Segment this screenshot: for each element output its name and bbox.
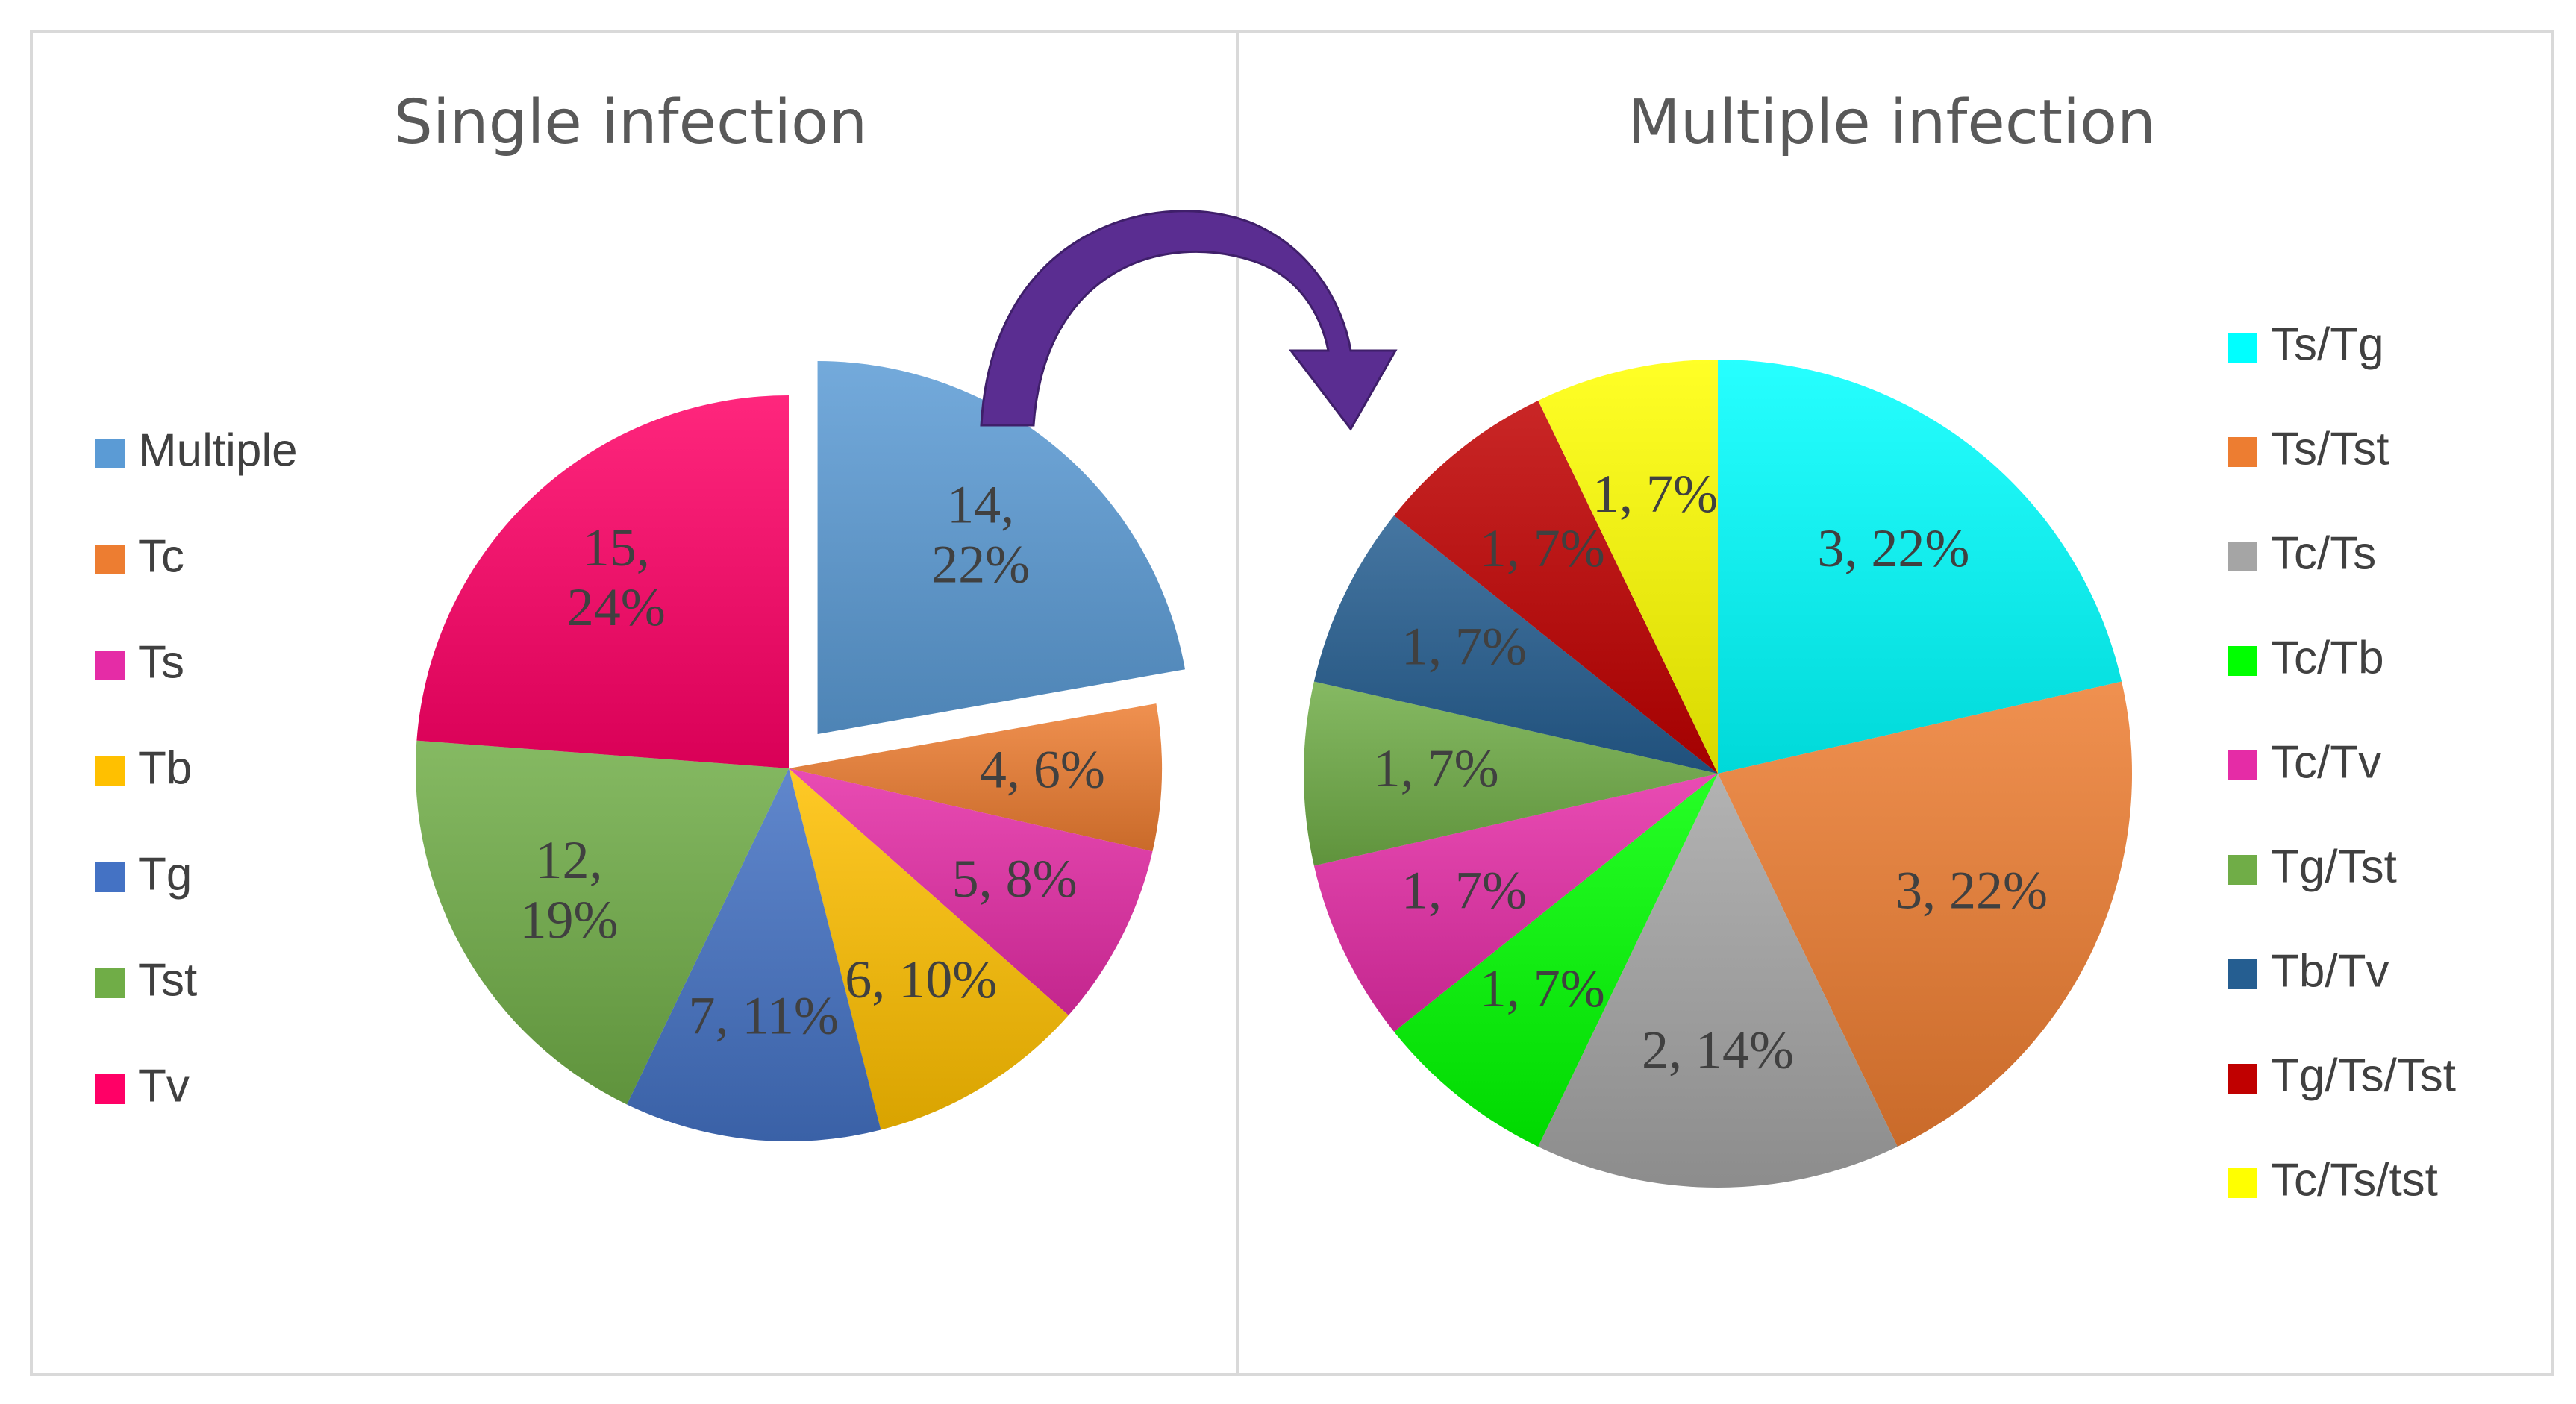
multiple-infection-title: Multiple infection bbox=[1628, 87, 2156, 158]
multiple-infection-legend-swatch-tc-ts bbox=[2228, 542, 2257, 571]
multiple-infection-legend-swatch-tc-ts-tst bbox=[2228, 1168, 2257, 1198]
single-infection-legend-label-ts: Ts bbox=[138, 636, 184, 688]
link-arrow bbox=[980, 210, 1398, 431]
single-infection-legend-label-tst: Tst bbox=[138, 954, 197, 1006]
multiple-infection-legend-label-tc-ts: Tc/Ts bbox=[2271, 527, 2376, 579]
single-infection-legend-swatch-tg bbox=[95, 862, 125, 892]
single-infection-legend-swatch-multiple bbox=[95, 439, 125, 468]
single-infection-legend-label-tg: Tg bbox=[138, 848, 192, 900]
multiple-infection-legend-label-tc-ts-tst: Tc/Ts/tst bbox=[2271, 1154, 2438, 1206]
single-infection-legend-label-tc: Tc bbox=[138, 530, 184, 582]
multiple-infection-legend-label-tg-tst: Tg/Tst bbox=[2271, 841, 2397, 892]
multiple-infection-legend-label-ts-tg: Ts/Tg bbox=[2271, 319, 2384, 370]
multiple-infection-legend-swatch-tc-tb bbox=[2228, 646, 2257, 676]
multiple-infection-data-label-tc-tv: 1, 7% bbox=[1401, 860, 1527, 920]
single-infection-data-label-tg: 7, 11% bbox=[688, 985, 838, 1045]
multiple-infection-legend-swatch-tb-tv bbox=[2228, 959, 2257, 989]
multiple-infection-data-label-tc-ts-tst: 1, 7% bbox=[1592, 464, 1718, 524]
multiple-infection-legend-swatch-ts-tg bbox=[2228, 333, 2257, 363]
single-infection-legend-swatch-ts bbox=[95, 651, 125, 680]
multiple-infection-legend-label-tg-ts-tst: Tg/Ts/Tst bbox=[2271, 1050, 2456, 1101]
multiple-infection-legend-swatch-tc-tv bbox=[2228, 750, 2257, 780]
single-infection-data-labels: 14, 22% 4, 6% 5, 8% 6, 10%7, 11% 12, 19% 15, 24% bbox=[520, 474, 1105, 1045]
single-infection-title: Single infection bbox=[394, 87, 867, 158]
multiple-infection-legend-label-tc-tb: Tc/Tb bbox=[2271, 632, 2384, 683]
single-infection-legend-swatch-tb bbox=[95, 756, 125, 786]
multiple-infection-legend-label-tb-tv: Tb/Tv bbox=[2271, 945, 2389, 997]
multiple-infection-data-label-tg-ts-tst: 1, 7% bbox=[1480, 518, 1605, 577]
multiple-infection-data-label-tg-tst: 1, 7% bbox=[1374, 739, 1499, 798]
single-infection-legend-swatch-tc bbox=[95, 545, 125, 574]
multiple-infection-legend-label-tc-tv: Tc/Tv bbox=[2271, 736, 2381, 788]
multiple-infection-legend-swatch-tg-ts-tst bbox=[2228, 1064, 2257, 1094]
multiple-infection-data-labels: 3, 22%3, 22%2, 14%1, 7%1, 7%1, 7%1, 7%1,… bbox=[1374, 464, 2048, 1079]
single-infection-data-label-tv: 15, 24% bbox=[567, 517, 666, 636]
single-infection-legend-label-tb: Tb bbox=[138, 742, 192, 794]
single-infection-data-label-tc: 4, 6% bbox=[980, 739, 1105, 799]
multiple-infection-legend-swatch-ts-tst bbox=[2228, 437, 2257, 467]
single-infection-data-label-multiple: 14, 22% bbox=[931, 474, 1030, 594]
single-infection-legend-label-tv: Tv bbox=[138, 1060, 190, 1112]
multiple-infection-data-label-tc-ts: 2, 14% bbox=[1642, 1020, 1794, 1079]
single-infection-data-label-ts: 5, 8% bbox=[952, 849, 1078, 909]
single-infection-legend-label-multiple: Multiple bbox=[138, 424, 298, 476]
single-infection-legend: Multiple Tc Ts Tb Tg Tst Tv bbox=[95, 424, 298, 1112]
multiple-infection-data-label-ts-tst: 3, 22% bbox=[1895, 860, 2048, 920]
multiple-infection-legend-label-ts-tst: Ts/Tst bbox=[2271, 423, 2389, 474]
multiple-infection-data-label-tb-tv: 1, 7% bbox=[1401, 616, 1527, 676]
single-infection-legend-swatch-tv bbox=[95, 1074, 125, 1104]
single-infection-legend-swatch-tst bbox=[95, 968, 125, 998]
multiple-infection-legend-swatch-tg-tst bbox=[2228, 855, 2257, 885]
single-infection-data-label-tst: 12, 19% bbox=[520, 830, 619, 950]
multiple-infection-data-label-tc-tb: 1, 7% bbox=[1480, 959, 1605, 1018]
multiple-infection-data-label-ts-tg: 3, 22% bbox=[1817, 518, 1969, 577]
multiple-infection-legend: Ts/Tg Ts/Tst Tc/Ts Tc/Tb Tc/Tv Tg/Tst Tb/Tv Tg/… bbox=[2228, 319, 2456, 1206]
single-infection-data-label-tb: 6, 10% bbox=[845, 950, 997, 1009]
